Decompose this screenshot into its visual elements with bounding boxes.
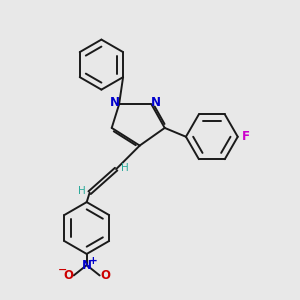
- Text: O: O: [100, 269, 110, 282]
- Text: H: H: [77, 186, 85, 196]
- Text: N: N: [110, 96, 120, 110]
- Text: N: N: [82, 259, 92, 272]
- Text: −: −: [58, 265, 67, 275]
- Text: F: F: [242, 130, 250, 143]
- Text: +: +: [89, 256, 98, 266]
- Text: N: N: [151, 96, 161, 110]
- Text: H: H: [121, 163, 128, 173]
- Text: O: O: [63, 269, 74, 282]
